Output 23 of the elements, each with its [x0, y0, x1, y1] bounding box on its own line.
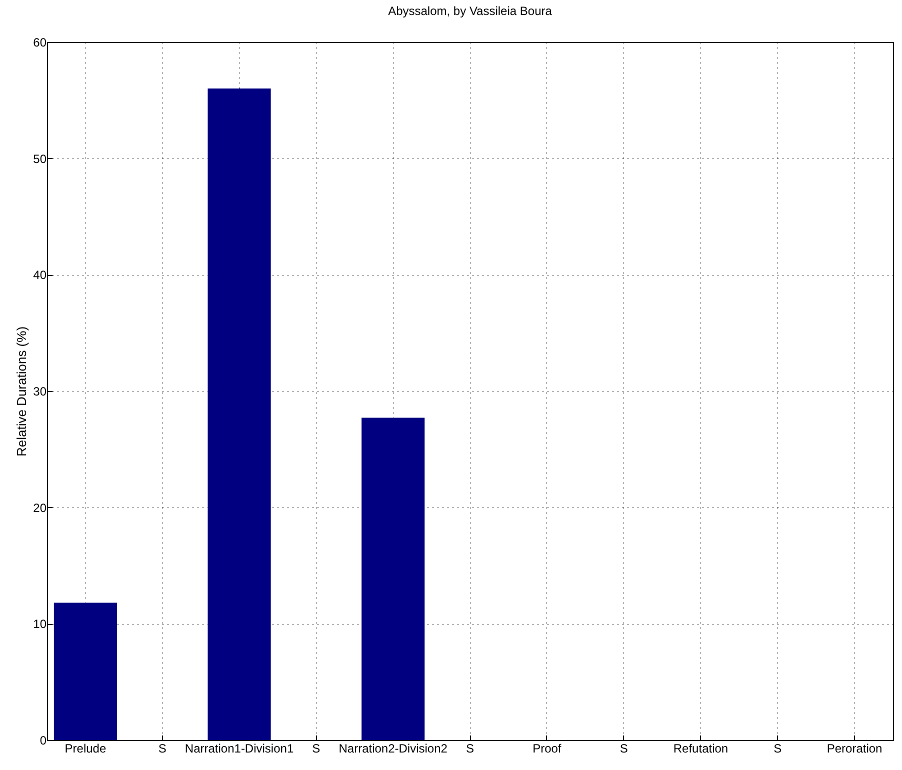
x-tick-label: Narration1-Division1	[184, 742, 294, 756]
y-tick-label: 50	[33, 152, 47, 166]
y-tick-label: 10	[33, 617, 47, 632]
bar	[54, 602, 117, 740]
x-tick-label: Narration2-Division2	[338, 742, 448, 756]
x-tick-label: Refutation	[673, 742, 728, 756]
x-tick-label: S	[466, 742, 474, 756]
bar	[362, 418, 425, 740]
y-tick-label: 60	[33, 36, 47, 50]
y-tick-label: 20	[33, 500, 47, 515]
x-tick-label: S	[312, 742, 320, 756]
y-tick-label: 30	[33, 384, 47, 398]
x-tick-label: S	[620, 742, 628, 756]
x-tick-label: S	[774, 742, 782, 756]
x-tick-label: Prelude	[64, 742, 106, 756]
bar	[208, 88, 271, 740]
x-tick-label: S	[158, 742, 166, 756]
y-tick-label: 0	[40, 734, 47, 748]
chart-title: Abyssalom, by Vassileia Boura	[388, 4, 552, 18]
x-tick-label: Peroration	[826, 742, 882, 756]
y-tick-label: 40	[33, 268, 47, 282]
x-tick-label: Proof	[532, 742, 562, 756]
y-axis-title: Relative Durations (%)	[14, 326, 30, 457]
